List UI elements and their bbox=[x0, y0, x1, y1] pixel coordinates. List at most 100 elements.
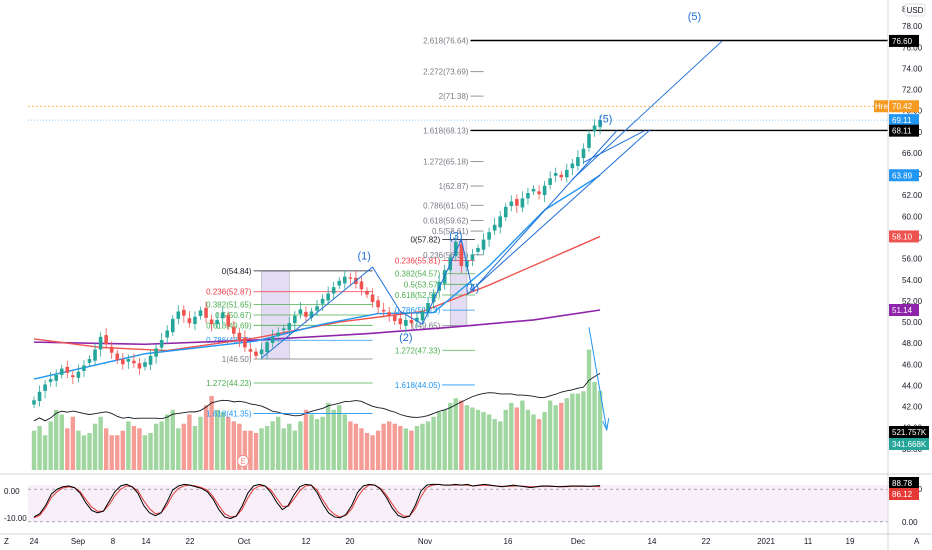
fib-a-level-label: 0.382(51.65) bbox=[206, 301, 252, 310]
candle-body bbox=[98, 336, 103, 350]
candle-body bbox=[293, 315, 297, 324]
stochastic-tag bbox=[889, 488, 919, 500]
fib-b-level-label: 0.5(53.57) bbox=[404, 280, 441, 289]
volume-bar bbox=[542, 412, 547, 470]
stochastic-left-tick: -10.00 bbox=[4, 514, 27, 523]
price-tag-label: 76.60 bbox=[892, 37, 913, 46]
volume-bar bbox=[359, 428, 364, 470]
price-tick-label: 52.00 bbox=[902, 297, 923, 306]
fib-a-level-label: 1.272(44.23) bbox=[206, 379, 252, 388]
volume-bar bbox=[248, 430, 253, 470]
candle-body bbox=[576, 157, 580, 167]
candle-body bbox=[392, 314, 397, 321]
time-tick-label: 22 bbox=[186, 537, 195, 546]
volume-bar bbox=[325, 402, 331, 470]
candle-body bbox=[320, 298, 325, 304]
time-tick-label: 12 bbox=[302, 537, 311, 546]
price-tick-label: 76.00 bbox=[902, 43, 923, 52]
ema-red-line bbox=[33, 235, 601, 352]
candle-body bbox=[559, 174, 564, 178]
fib-c-level-label: 1(62.87) bbox=[439, 182, 469, 191]
candle-body bbox=[431, 293, 436, 303]
volume-bar bbox=[37, 426, 42, 470]
price-tick-label: 48.00 bbox=[902, 339, 923, 348]
volume-bar bbox=[103, 428, 109, 470]
wave-label: (5) bbox=[599, 113, 612, 125]
time-tick-label: 8 bbox=[111, 537, 116, 546]
time-tick-label: Nov bbox=[418, 537, 432, 546]
stochastic-tag bbox=[889, 477, 919, 489]
earnings-marker[interactable] bbox=[237, 455, 249, 467]
candle-body bbox=[204, 307, 208, 318]
candle-body bbox=[109, 346, 114, 353]
autoscale-label: A bbox=[914, 537, 920, 546]
candle-body bbox=[498, 216, 502, 228]
candle-body bbox=[137, 363, 142, 369]
price-tick-label: 54.00 bbox=[902, 276, 923, 285]
volume-bar bbox=[226, 416, 231, 470]
fib-c-level-label: 1.618(68.13) bbox=[423, 126, 469, 135]
candle-body bbox=[398, 318, 403, 325]
volume-bar bbox=[126, 421, 131, 470]
stochastic-right-tick: 0.00 bbox=[902, 518, 918, 527]
price-tag bbox=[889, 303, 919, 316]
price-tick-label: 50.00 bbox=[902, 318, 923, 327]
time-tick-label: Dec bbox=[571, 537, 585, 546]
volume-bar bbox=[403, 428, 409, 470]
volume-bar bbox=[342, 414, 347, 470]
volume-bar bbox=[270, 421, 275, 470]
currency-box[interactable] bbox=[904, 3, 926, 17]
price-tag-label: 521.757K bbox=[892, 428, 927, 437]
volume-bar bbox=[520, 400, 525, 470]
candle-body bbox=[426, 303, 430, 313]
candle-body bbox=[143, 362, 147, 367]
candle-body bbox=[165, 330, 169, 338]
candle-body bbox=[326, 293, 330, 301]
candle-body bbox=[248, 349, 253, 352]
high-tag-prefix-label: Hre bbox=[875, 102, 888, 111]
fib-c-level-label: 0.5(58.61) bbox=[432, 227, 469, 236]
candle-body bbox=[154, 348, 158, 357]
candle-body bbox=[76, 371, 81, 378]
volume-bar bbox=[70, 416, 76, 470]
fib-b-level-label: 0.236(55.81) bbox=[395, 257, 441, 266]
fib-a-level-label: 0.236(52.87) bbox=[206, 288, 252, 297]
price-tag bbox=[889, 34, 919, 47]
candle-body bbox=[270, 336, 275, 343]
price-tick-label: 78.00 bbox=[902, 22, 923, 31]
volume-bar bbox=[387, 421, 392, 470]
volume-bar bbox=[159, 421, 164, 470]
volume-bar bbox=[170, 409, 175, 470]
time-tick-label: 2021 bbox=[757, 537, 775, 546]
candle-body bbox=[331, 287, 336, 294]
volume-bar bbox=[320, 416, 325, 470]
time-tick-label: 24 bbox=[30, 537, 39, 546]
trendline-upper bbox=[583, 130, 645, 163]
time-tick-label: Sep bbox=[71, 537, 86, 546]
volume-bar bbox=[65, 428, 70, 470]
candle-body bbox=[454, 241, 458, 256]
trendline bbox=[466, 129, 651, 295]
volume-bar bbox=[425, 421, 431, 470]
volume-bar bbox=[314, 419, 320, 470]
candle-body bbox=[48, 379, 53, 382]
candle-body bbox=[132, 360, 136, 364]
volume-bar bbox=[309, 414, 314, 470]
candle-body bbox=[71, 375, 75, 377]
volume-bar bbox=[253, 432, 259, 470]
volume-bar bbox=[498, 421, 503, 470]
volume-bar bbox=[181, 423, 187, 470]
wave-label: (3) bbox=[449, 231, 462, 243]
volume-bar bbox=[559, 402, 564, 470]
candle-body bbox=[365, 290, 369, 295]
candle-body bbox=[415, 317, 419, 322]
volume-bar bbox=[570, 393, 575, 470]
time-tick-label: Oct bbox=[238, 537, 251, 546]
price-tick-label: 42.00 bbox=[902, 403, 923, 412]
fib-b-level-label: 1(49.65) bbox=[410, 322, 440, 331]
volume-bar bbox=[109, 435, 114, 470]
volume-bar bbox=[503, 409, 508, 470]
volume-bar bbox=[287, 423, 292, 470]
